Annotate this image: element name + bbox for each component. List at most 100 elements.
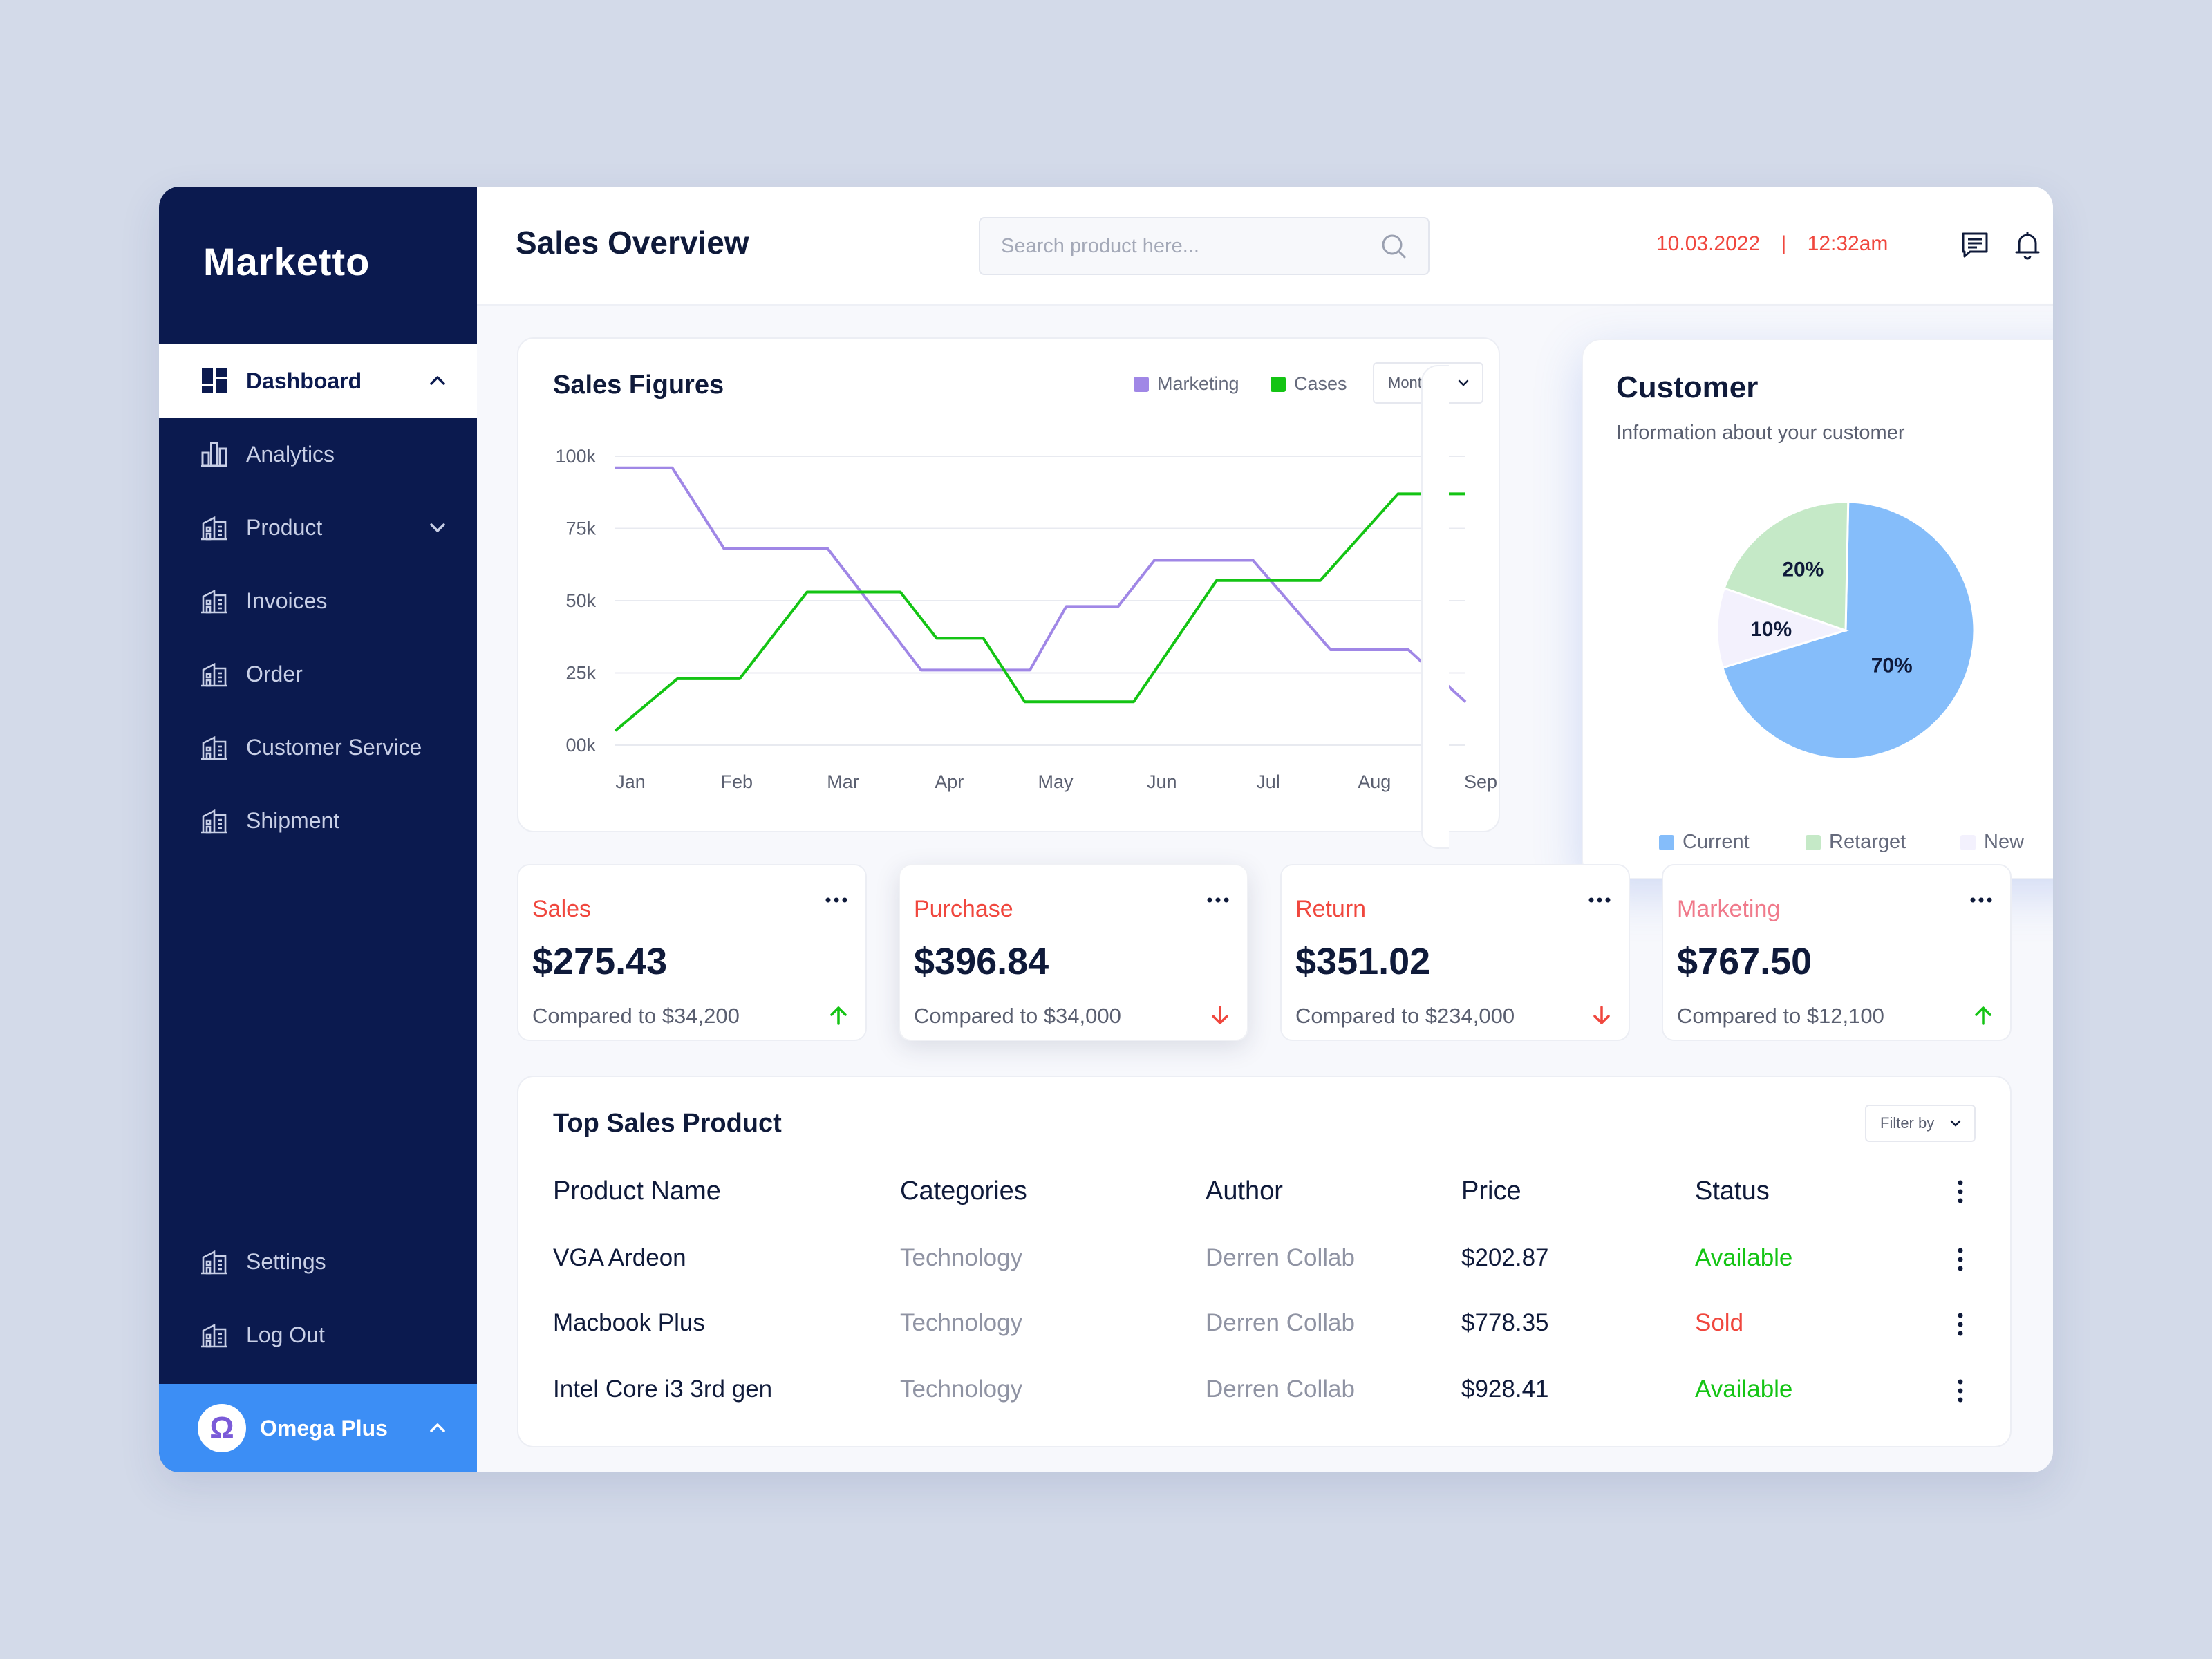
- plan-label: Omega Plus: [260, 1415, 388, 1441]
- legend-swatch: [1134, 376, 1149, 392]
- legend-label: Current: [1683, 831, 1750, 853]
- stat-card-sales[interactable]: Sales $275.43 Compared to $34,200: [517, 864, 867, 1041]
- more-dots-icon[interactable]: [1967, 893, 1995, 907]
- building-icon: [200, 733, 228, 761]
- stat-card-marketing[interactable]: Marketing $767.50 Compared to $12,100: [1662, 864, 2012, 1041]
- sidebar-item-label: Shipment: [246, 807, 340, 833]
- kebab-menu-icon[interactable]: [1956, 1246, 1965, 1273]
- chevron-down-icon[interactable]: [426, 516, 449, 539]
- more-dots-icon[interactable]: [1204, 893, 1232, 907]
- stat-value: $275.43: [532, 941, 668, 982]
- search-icon[interactable]: [1380, 232, 1407, 260]
- x-tick-label: Jun: [1147, 771, 1177, 792]
- cell-category: Technology: [900, 1376, 1023, 1403]
- brand-logo: Marketto: [203, 240, 371, 283]
- column-header-status[interactable]: Status: [1695, 1177, 1770, 1206]
- stat-label: Purchase: [914, 896, 1013, 922]
- sidebar-item-logout[interactable]: Log Out: [159, 1298, 477, 1371]
- sidebar-item-analytics[interactable]: Analytics: [159, 418, 477, 491]
- stat-card-purchase[interactable]: Purchase $396.84 Compared to $34,000: [899, 864, 1248, 1041]
- column-header-price[interactable]: Price: [1461, 1177, 1521, 1206]
- sales-line-chart: 00k 25k 50k 75k 100k Jan Feb Mar Apr May Jun Jul Aug…: [555, 446, 1497, 792]
- dashboard-icon: [200, 367, 228, 395]
- legend-swatch: [1659, 834, 1674, 850]
- chevron-up-icon[interactable]: [426, 369, 449, 393]
- arrow-up-icon: [1975, 1006, 1991, 1025]
- sidebar-item-settings[interactable]: Settings: [159, 1225, 477, 1298]
- building-icon: [200, 1321, 228, 1349]
- cell-price: $202.87: [1461, 1244, 1549, 1271]
- series-line-marketing: [615, 466, 1467, 703]
- pie-label: 20%: [1782, 558, 1824, 581]
- stat-card-return[interactable]: Return $351.02 Compared to $234,000: [1280, 864, 1630, 1041]
- search-input[interactable]: [1001, 234, 1360, 258]
- arrow-down-icon: [1593, 1006, 1610, 1024]
- kebab-menu-icon[interactable]: [1956, 1377, 1965, 1405]
- more-dots-icon[interactable]: [1586, 893, 1613, 907]
- x-tick-label: Mar: [827, 771, 859, 792]
- legend-marketing: Marketing: [1134, 373, 1239, 395]
- y-tick-label: 25k: [565, 663, 596, 684]
- sidebar-item-customer-service[interactable]: Customer Service: [159, 711, 477, 784]
- customer-subtitle: Information about your customer: [1616, 422, 1905, 444]
- sidebar-item-label: Invoices: [246, 588, 328, 613]
- legend-retarget: Retarget: [1806, 831, 1906, 854]
- x-tick-label: Aug: [1358, 771, 1391, 792]
- x-tick-label: Sep: [1464, 771, 1497, 792]
- x-tick-label: May: [1038, 771, 1074, 792]
- column-header-categories[interactable]: Categories: [900, 1177, 1027, 1206]
- pie-slice-retarget[interactable]: [1723, 500, 1850, 632]
- legend-swatch: [1271, 376, 1286, 392]
- column-header-author[interactable]: Author: [1206, 1177, 1283, 1206]
- cell-price: $778.35: [1461, 1309, 1549, 1336]
- pie-slice-new[interactable]: [1716, 587, 1849, 669]
- sidebar: Marketto Dashboard Analytics Product: [159, 187, 477, 1472]
- stat-compare: Compared to $34,200: [532, 1004, 740, 1028]
- sidebar-item-product[interactable]: Product: [159, 491, 477, 564]
- filter-label: Filter by: [1880, 1114, 1935, 1132]
- cell-category: Technology: [900, 1244, 1023, 1271]
- search-box: [979, 217, 1430, 275]
- card-edge: [1421, 365, 1449, 849]
- sales-figures-card: Sales Figures Marketing Cases Monthly 00…: [517, 337, 1500, 832]
- more-dots-icon[interactable]: [823, 893, 850, 907]
- cell-price: $928.41: [1461, 1376, 1549, 1403]
- chevron-up-icon[interactable]: [426, 1416, 449, 1440]
- message-icon[interactable]: [1958, 228, 1992, 263]
- cell-product-name: VGA Ardeon: [553, 1244, 686, 1271]
- stat-value: $767.50: [1677, 941, 1812, 982]
- sidebar-item-invoices[interactable]: Invoices: [159, 564, 477, 637]
- column-header-product[interactable]: Product Name: [553, 1177, 721, 1206]
- top-header: Sales Overview 10.03.2022 | 12:32am: [477, 187, 2053, 306]
- bell-icon[interactable]: [2010, 228, 2045, 263]
- cell-author: Derren Collab: [1206, 1376, 1355, 1403]
- y-tick-label: 00k: [565, 735, 596, 756]
- stat-value: $351.02: [1295, 941, 1431, 982]
- page-title: Sales Overview: [516, 225, 749, 261]
- cell-product-name: Intel Core i3 3rd gen: [553, 1376, 773, 1403]
- sidebar-item-label: Analytics: [246, 441, 335, 467]
- y-tick-label: 75k: [565, 518, 596, 539]
- sidebar-item-shipment[interactable]: Shipment: [159, 784, 477, 857]
- kebab-menu-icon[interactable]: [1956, 1178, 1965, 1206]
- kebab-menu-icon[interactable]: [1956, 1311, 1965, 1338]
- customer-title: Customer: [1616, 371, 1759, 404]
- sales-figures-title: Sales Figures: [553, 371, 724, 400]
- stat-label: Return: [1295, 896, 1367, 922]
- legend-label: New: [1984, 831, 2025, 853]
- filter-dropdown[interactable]: Filter by: [1865, 1105, 1976, 1142]
- current-date: 10.03.2022: [1656, 232, 1761, 255]
- legend-current: Current: [1659, 831, 1750, 854]
- legend-label: Marketing: [1157, 373, 1239, 394]
- sidebar-item-order[interactable]: Order: [159, 637, 477, 711]
- building-icon: [200, 660, 228, 688]
- omega-logo-icon: Ω: [198, 1404, 246, 1452]
- sidebar-item-dashboard[interactable]: Dashboard: [159, 344, 477, 418]
- cell-author: Derren Collab: [1206, 1309, 1355, 1336]
- top-sales-title: Top Sales Product: [553, 1109, 782, 1138]
- cell-status: Available: [1695, 1376, 1793, 1403]
- plan-switcher[interactable]: Ω Omega Plus: [159, 1384, 477, 1472]
- sidebar-item-label: Product: [246, 514, 323, 540]
- app-window: Marketto Dashboard Analytics Product: [159, 187, 2053, 1472]
- arrow-up-icon: [830, 1006, 847, 1025]
